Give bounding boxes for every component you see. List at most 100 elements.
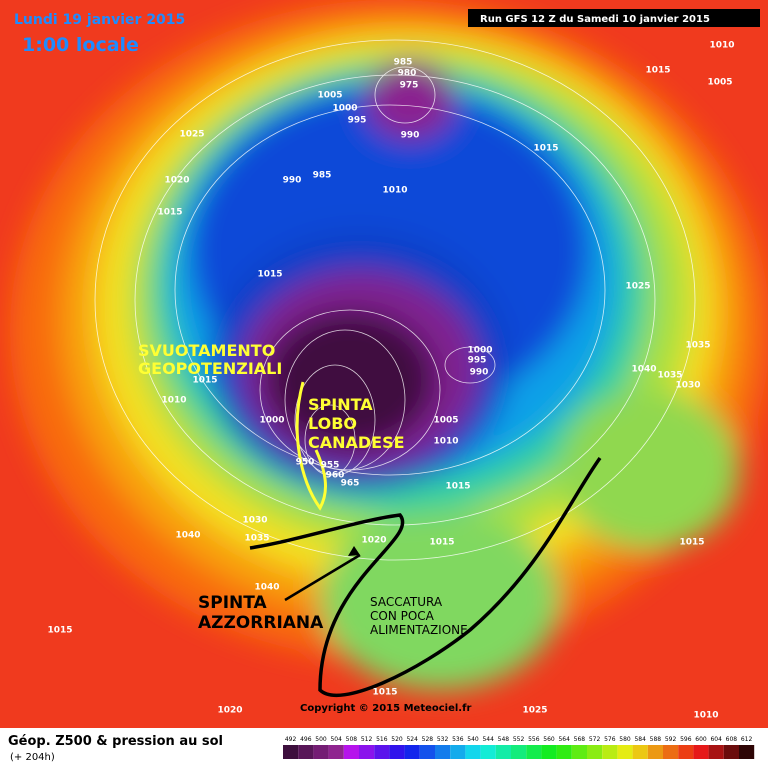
scale-label: 608 <box>726 736 738 743</box>
scale-swatch <box>465 745 481 759</box>
scale-label: 564 <box>558 736 570 743</box>
isobar-label: 1040 <box>631 365 656 375</box>
scale-label: 496 <box>300 736 312 743</box>
scale-label: 544 <box>482 736 494 743</box>
annotation-text: CON POCA <box>370 609 435 623</box>
isobar-label: 975 <box>400 81 419 91</box>
annotation-text: SPINTA <box>308 395 373 414</box>
isobar-label: 1030 <box>675 381 700 391</box>
scale-label: 512 <box>361 736 373 743</box>
isobar-label: 1005 <box>707 78 732 88</box>
scale-label: 588 <box>650 736 662 743</box>
scale-swatch <box>739 745 755 759</box>
scale-label: 576 <box>604 736 616 743</box>
scale-label: 504 <box>330 736 342 743</box>
isobar-label: 1015 <box>47 626 72 636</box>
scale-swatch <box>435 745 451 759</box>
isobar-label: 1025 <box>522 706 547 716</box>
scale-label: 492 <box>285 736 297 743</box>
scale-swatch <box>343 745 359 759</box>
scale-swatch <box>480 745 496 759</box>
scale-swatch <box>541 745 557 759</box>
scale-label: 520 <box>391 736 403 743</box>
isobar-label: 990 <box>401 131 420 141</box>
scale-swatch <box>283 745 299 759</box>
scale-swatch <box>450 745 466 759</box>
isobar-label: 1035 <box>244 534 269 544</box>
scale-label: 516 <box>376 736 388 743</box>
time: 1:00 locale <box>22 34 139 56</box>
scale-swatch <box>298 745 314 759</box>
annotation-text: AZZORRIANA <box>198 613 324 633</box>
isobar-label: 1005 <box>317 91 342 101</box>
annotation-text: ALIMENTAZIONE <box>370 623 468 637</box>
annotation-text: SACCATURA <box>370 595 443 609</box>
scale-swatch <box>556 745 572 759</box>
isobar-label: 1010 <box>709 41 734 51</box>
scale-swatch <box>419 745 435 759</box>
color-scale: 492 496 500 504 508 512 516 520 524 528 532 536 540 5… <box>283 736 755 759</box>
isobar-label: 1020 <box>217 706 242 716</box>
isobar-label: 1015 <box>445 482 470 492</box>
isobar-label: 1035 <box>685 341 710 351</box>
isobar-label: 1025 <box>179 130 204 140</box>
footer-title: Géop. Z500 & pression au sol <box>8 734 223 749</box>
scale-label: 612 <box>741 736 753 743</box>
isobar-label: 995 <box>468 356 487 366</box>
run-info: Run GFS 12 Z du Samedi 10 janvier 2015 <box>480 14 710 25</box>
footer-subtitle: (+ 204h) <box>10 752 55 763</box>
isobar-label: 1015 <box>157 208 182 218</box>
isobar-label: 1030 <box>242 516 267 526</box>
scale-swatch <box>632 745 648 759</box>
scale-swatch <box>328 745 344 759</box>
scale-label: 584 <box>634 736 646 743</box>
isobar-label: 955 <box>321 461 340 471</box>
annotation-text: LOBO <box>308 414 357 433</box>
scale-swatch <box>404 745 420 759</box>
scale-swatch <box>663 745 679 759</box>
scale-label: 500 <box>315 736 327 743</box>
scale-label: 592 <box>665 736 677 743</box>
isobar-label: 1015 <box>257 270 282 280</box>
scale-swatch <box>602 745 618 759</box>
isobar-label: 1015 <box>429 538 454 548</box>
isobar-label: 1015 <box>533 144 558 154</box>
isobar-label: 1000 <box>259 416 284 426</box>
annotation-text: CANADESE <box>308 433 405 452</box>
scale-swatch <box>359 745 375 759</box>
scale-label: 568 <box>574 736 586 743</box>
isobar-label: 1020 <box>361 536 386 546</box>
isobar-label: 1040 <box>175 531 200 541</box>
isobar-label: 1010 <box>693 711 718 721</box>
scale-swatch <box>708 745 724 759</box>
isobar-label: 1005 <box>433 416 458 426</box>
isobar-label: 1040 <box>254 583 279 593</box>
isobar-label: 1000 <box>467 346 492 356</box>
scale-swatch <box>389 745 405 759</box>
isobar-label: 950 <box>296 458 315 468</box>
scale-swatch <box>617 745 633 759</box>
scale-swatch <box>723 745 739 759</box>
scale-swatch <box>693 745 709 759</box>
scale-swatch <box>571 745 587 759</box>
annotations: SVUOTAMENTOGEOPOTENZIALISPINTALOBOCANADE… <box>138 341 468 637</box>
isobar-labels: 1010101510059859809751005100099599010251… <box>47 41 734 721</box>
scale-label: 596 <box>680 736 692 743</box>
scale-label: 552 <box>513 736 525 743</box>
isobar-label: 990 <box>283 176 302 186</box>
isobar-label: 1025 <box>625 282 650 292</box>
scale-swatch <box>526 745 542 759</box>
scale-swatch <box>313 745 329 759</box>
scale-swatch <box>511 745 527 759</box>
scale-label: 560 <box>543 736 555 743</box>
annotation-text: SPINTA <box>198 593 268 613</box>
map-field <box>0 0 768 728</box>
isobar-label: 995 <box>348 116 367 126</box>
scale-label: 536 <box>452 736 464 743</box>
isobar-label: 960 <box>326 471 345 481</box>
scale-label: 580 <box>619 736 631 743</box>
scale-label: 604 <box>710 736 722 743</box>
scale-swatch <box>678 745 694 759</box>
isobar-label: 1015 <box>645 66 670 76</box>
